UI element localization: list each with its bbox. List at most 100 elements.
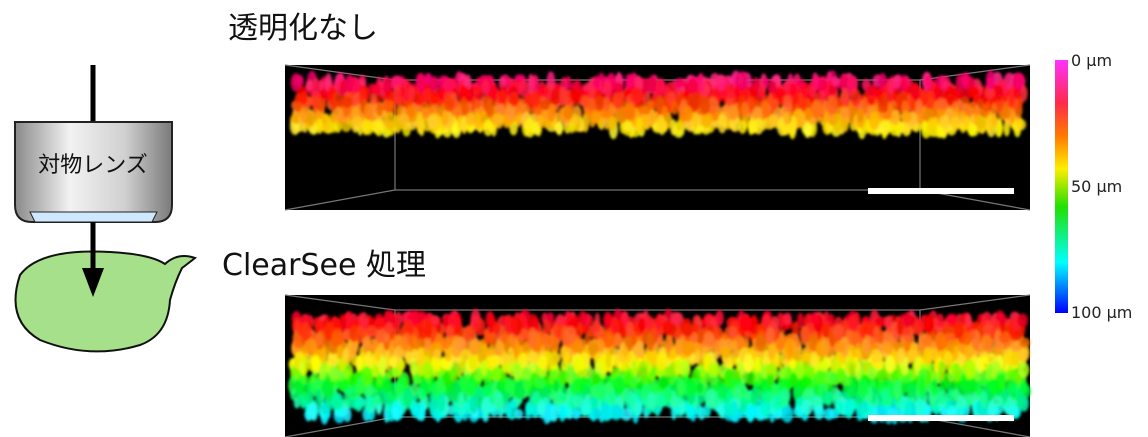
cell — [912, 82, 920, 101]
cell — [371, 120, 381, 133]
cell — [537, 401, 545, 416]
cell — [735, 86, 741, 99]
cell — [728, 104, 739, 120]
cell — [1020, 380, 1029, 394]
cell — [729, 401, 738, 418]
cell — [417, 73, 426, 93]
cell — [316, 118, 323, 134]
cell — [546, 312, 554, 324]
cell — [417, 389, 425, 400]
cell — [523, 368, 532, 380]
cell — [493, 391, 503, 410]
cell — [614, 334, 621, 346]
cell — [826, 96, 838, 115]
cell — [896, 320, 903, 335]
cell — [458, 392, 465, 408]
cell — [676, 120, 683, 131]
cell — [692, 113, 698, 129]
cell — [836, 340, 846, 353]
cell — [442, 337, 451, 349]
cell — [662, 320, 672, 333]
cell — [763, 314, 770, 328]
cell — [583, 83, 593, 93]
cell — [761, 100, 767, 119]
cell — [851, 332, 860, 345]
cell — [308, 402, 318, 420]
cell — [408, 86, 414, 102]
cell — [743, 353, 753, 372]
cell — [657, 115, 665, 132]
image-panel — [285, 65, 1030, 210]
cell — [992, 396, 1003, 407]
cell — [885, 315, 893, 328]
panel-title: 透明化なし — [228, 11, 378, 46]
cell — [569, 89, 579, 101]
cell — [626, 394, 635, 405]
cell — [873, 326, 879, 342]
cell — [717, 404, 724, 414]
cell — [372, 84, 382, 94]
cell — [392, 367, 400, 377]
leaf — [16, 251, 196, 351]
cell — [1008, 404, 1019, 416]
cell — [900, 111, 912, 122]
cell — [554, 122, 563, 134]
cell — [882, 93, 888, 113]
cell — [559, 404, 566, 421]
cell — [947, 314, 958, 325]
cell — [726, 83, 735, 99]
cell — [592, 374, 599, 384]
cell — [312, 78, 321, 98]
cell — [524, 118, 535, 137]
cell — [718, 114, 727, 134]
colorbar — [1055, 60, 1068, 313]
cell — [963, 116, 969, 130]
scale-bar — [868, 415, 1014, 421]
cell — [746, 406, 756, 419]
cell — [548, 104, 555, 123]
cell — [315, 332, 323, 346]
cell — [398, 113, 409, 124]
cell — [754, 118, 764, 135]
cell — [748, 122, 754, 135]
cell — [924, 317, 931, 332]
cell — [952, 363, 961, 382]
cell — [801, 376, 812, 386]
cell — [403, 388, 412, 406]
cell — [698, 73, 705, 92]
cell — [441, 110, 448, 125]
cell — [816, 370, 825, 386]
cell — [498, 90, 507, 104]
cell — [866, 85, 876, 96]
cell — [638, 317, 645, 332]
cell — [655, 79, 664, 97]
cell — [995, 86, 1003, 101]
cell — [614, 82, 624, 93]
cell — [704, 331, 714, 347]
cell — [686, 403, 695, 419]
cell — [741, 102, 749, 118]
cell — [954, 322, 964, 338]
cell — [353, 116, 363, 126]
cell — [374, 318, 384, 330]
cell — [469, 355, 477, 371]
cell — [646, 392, 657, 409]
cell — [705, 389, 717, 408]
cell — [848, 385, 855, 398]
cell — [400, 336, 408, 351]
cell — [1015, 119, 1026, 131]
cell — [999, 332, 1010, 343]
cell — [755, 334, 765, 352]
cell — [729, 326, 738, 339]
lens-label: 対物レンズ — [38, 153, 148, 178]
cell — [334, 107, 344, 121]
cell — [1009, 385, 1019, 400]
cell — [610, 317, 618, 334]
cell — [391, 407, 399, 419]
cell — [581, 398, 592, 416]
cell — [538, 355, 548, 370]
cell — [671, 101, 679, 114]
cell — [998, 373, 1006, 390]
cell — [364, 395, 374, 412]
colorbar-label: 0 µm — [1071, 51, 1112, 70]
